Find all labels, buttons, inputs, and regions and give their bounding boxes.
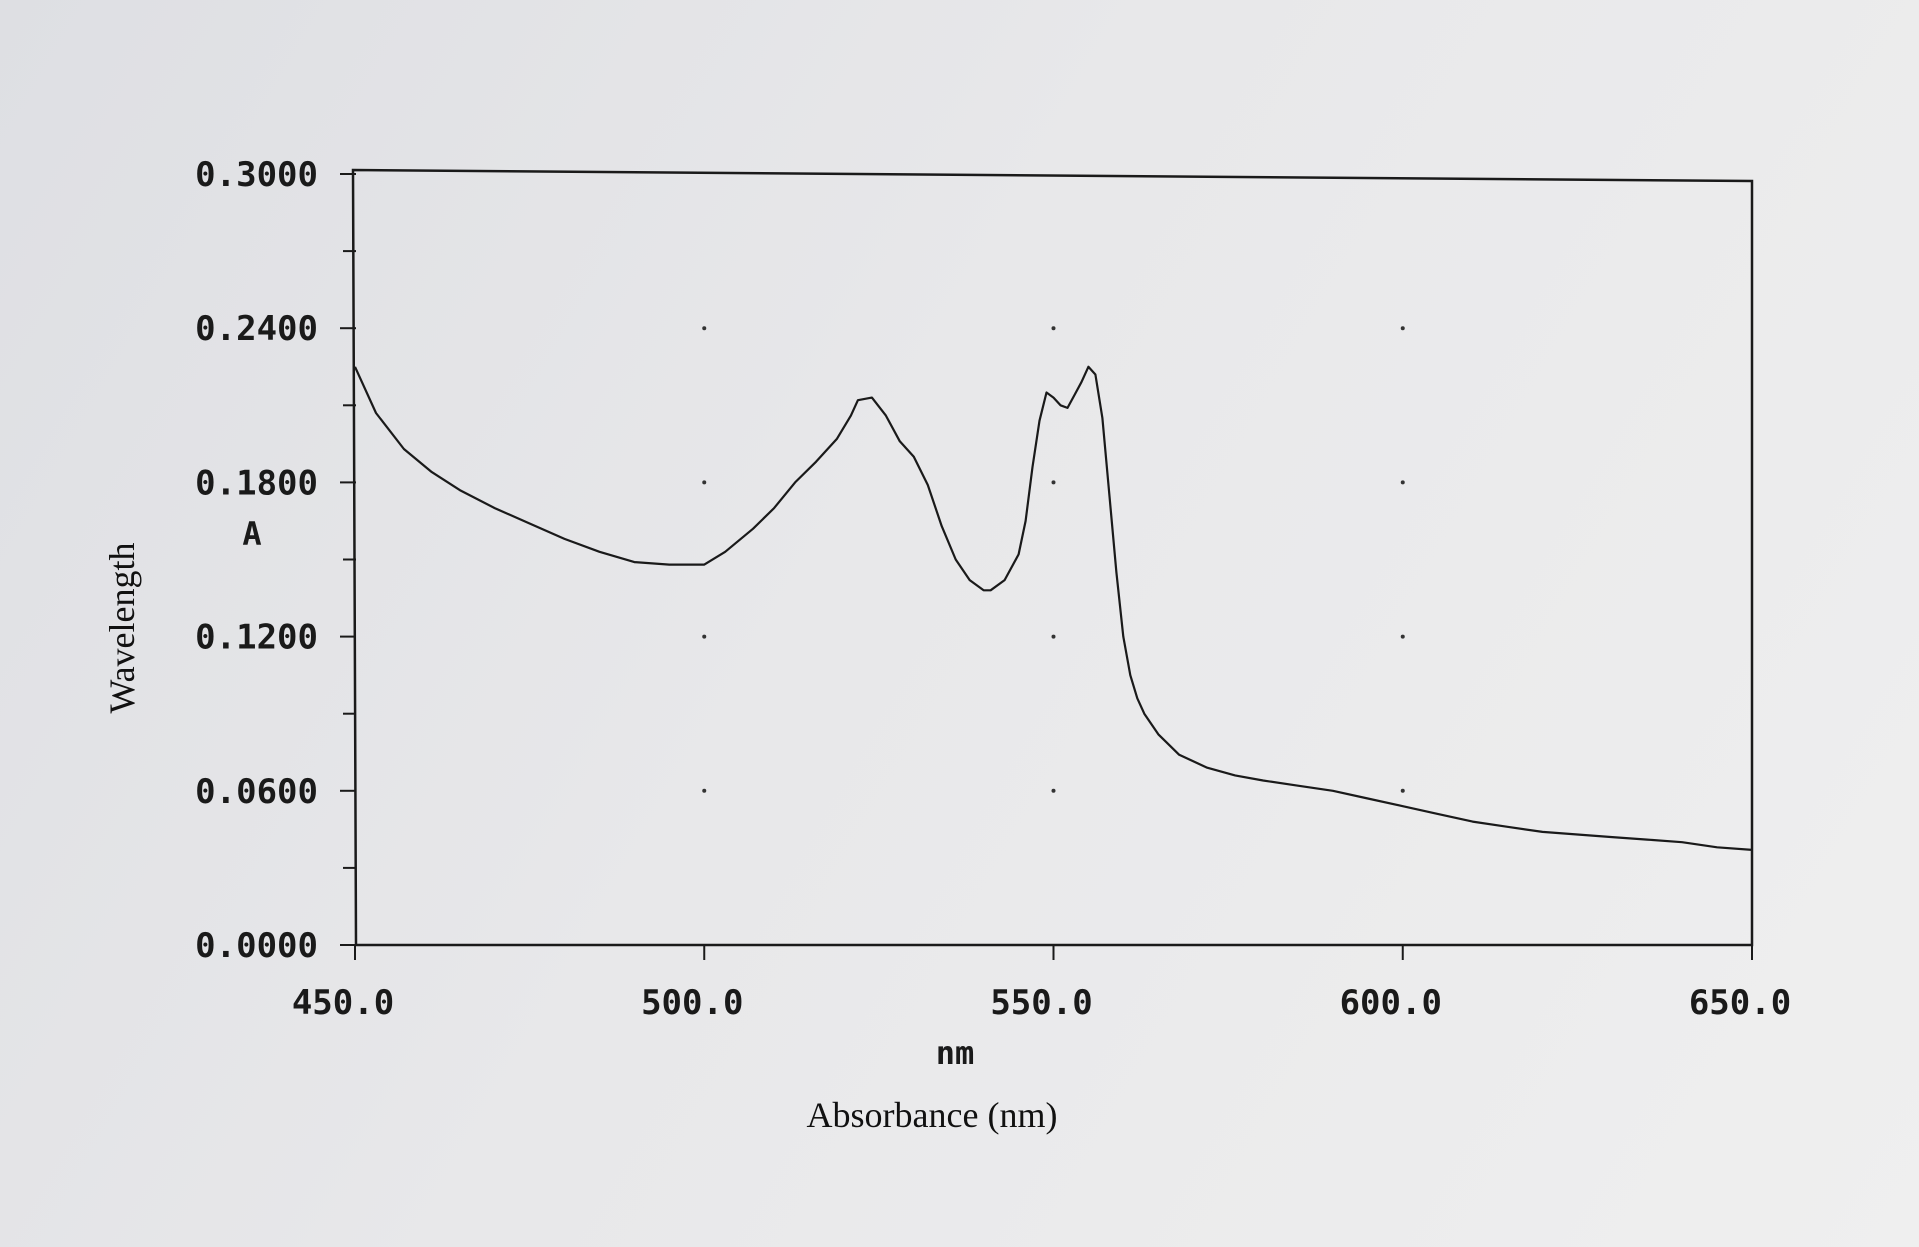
grid-dot xyxy=(1051,634,1056,639)
x-tick-label: 600.0 xyxy=(1340,983,1442,1023)
y-tick-label: 0.0600 xyxy=(195,772,318,812)
y-tick-label: 0.1200 xyxy=(195,618,318,658)
grid-dot xyxy=(1051,788,1056,793)
y-unit-label: A xyxy=(242,515,261,553)
grid-dot xyxy=(702,788,707,793)
x-axis-title: Absorbance (nm) xyxy=(807,1095,1058,1135)
y-axis-title: Wavelength xyxy=(102,542,142,713)
x-tick-label: 450.0 xyxy=(292,983,394,1023)
grid-dot xyxy=(702,326,707,331)
grid-dot xyxy=(702,480,707,485)
grid-dots xyxy=(702,326,1405,793)
x-axis-ticks xyxy=(354,945,1753,960)
y-tick-label: 0.1800 xyxy=(195,463,318,503)
grid-dot xyxy=(1051,480,1056,485)
grid-dot xyxy=(702,634,707,639)
grid-dot xyxy=(1051,326,1056,331)
x-tick-labels: 450.0 500.0 550.0 600.0 650.0 xyxy=(292,983,1791,1023)
y-tick-label: 0.0000 xyxy=(195,926,318,966)
x-tick-label: 500.0 xyxy=(641,983,743,1023)
grid-dot xyxy=(1400,480,1405,485)
x-unit-label: nm xyxy=(936,1034,975,1072)
grid-dot xyxy=(1400,326,1405,331)
grid-dot xyxy=(1400,634,1405,639)
x-tick-label: 550.0 xyxy=(990,983,1092,1023)
y-tick-label: 0.2400 xyxy=(195,309,318,349)
x-tick-label: 650.0 xyxy=(1689,983,1791,1023)
y-tick-labels: 0.0000 0.0600 0.1200 0.1800 0.2400 0.3000 xyxy=(195,155,318,966)
y-tick-label: 0.3000 xyxy=(195,155,318,195)
spectrum-curve xyxy=(353,365,1753,851)
grid-dot xyxy=(1400,788,1405,793)
plot-frame xyxy=(351,168,1754,947)
